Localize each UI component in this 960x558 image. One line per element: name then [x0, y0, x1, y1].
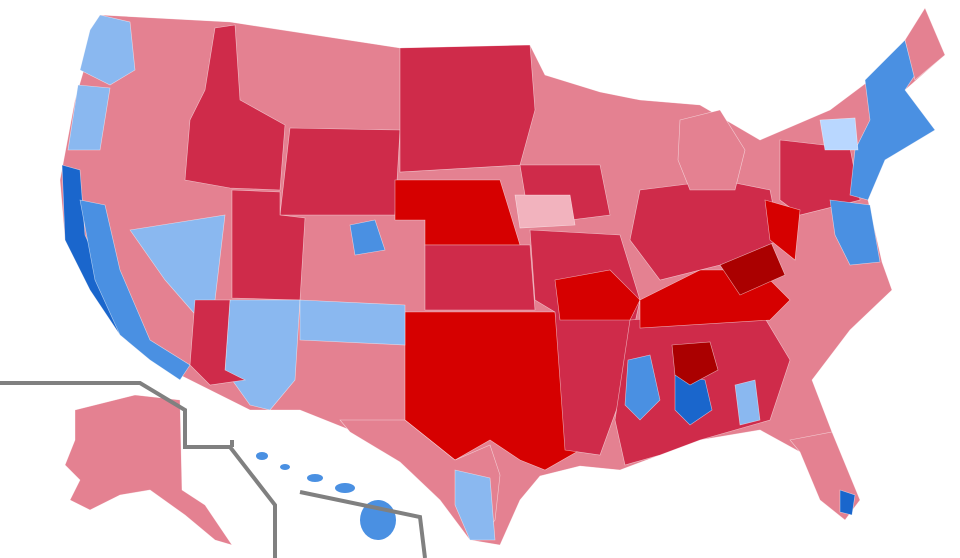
region-kansas	[424, 244, 536, 311]
alaska	[64, 394, 233, 546]
region-arizona-west	[189, 299, 246, 386]
region-south-texas-blue	[454, 469, 496, 541]
region-utah	[231, 189, 306, 301]
region-california-inland	[79, 199, 191, 381]
region-new-mexico-north	[299, 299, 406, 346]
region-oregon-coast	[67, 84, 111, 151]
region-wyoming	[279, 127, 401, 216]
region-maine	[904, 7, 946, 81]
region-mo-bright	[554, 269, 641, 321]
region-georgia-light	[734, 379, 761, 426]
region-wv-virginia	[764, 199, 801, 261]
region-florida-south	[839, 489, 856, 516]
region-michigan	[677, 109, 746, 191]
region-mississippi-blue	[624, 354, 661, 421]
hawaii-inset-border	[230, 440, 427, 558]
region-washington-west	[79, 14, 136, 86]
region-dakotas	[399, 44, 536, 173]
region-idaho	[184, 24, 286, 191]
region-mid-atlantic	[829, 199, 881, 266]
region-alabama-dark	[671, 341, 719, 386]
region-new-york-pale	[819, 117, 859, 151]
alaska-inset-border	[0, 381, 277, 558]
region-colorado-blue	[349, 219, 386, 256]
region-iowa-pale	[514, 194, 576, 229]
